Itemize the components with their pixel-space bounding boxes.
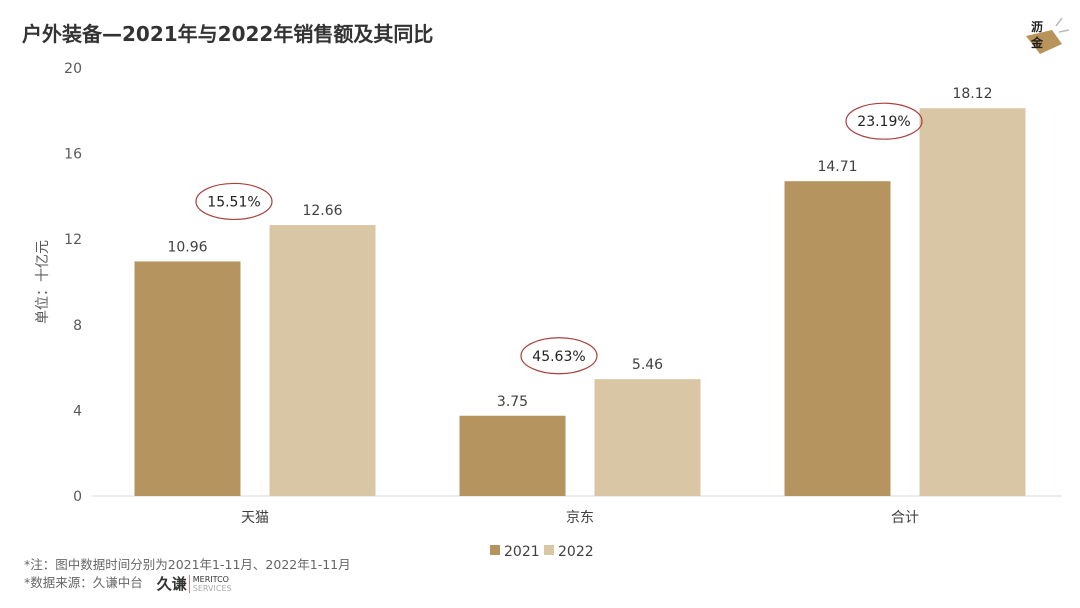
yoy-label: 45.63% — [532, 349, 585, 365]
x-tick-label: 京东 — [566, 510, 594, 526]
bar-2022 — [919, 108, 1026, 497]
data-label: 18.12 — [952, 86, 992, 102]
source-text: *数据来源：久谦中台 久谦 MERITCO SERVICES — [24, 574, 351, 593]
page-title: 户外装备—2021年与2022年销售额及其同比 — [22, 22, 434, 46]
bar-2021 — [459, 415, 566, 496]
brand-logo: 久谦 — [156, 574, 187, 593]
note-text: *注：图中数据时间分别为2021年1-11月、2022年1-11月 — [24, 557, 351, 572]
brand-en: MERITCO — [192, 574, 229, 584]
brand-logo-en: MERITCO SERVICES — [188, 574, 232, 593]
data-label: 5.46 — [632, 357, 663, 373]
legend-label: 2022 — [558, 544, 594, 560]
footnotes: *注：图中数据时间分别为2021年1-11月、2022年1-11月 *数据来源：… — [24, 556, 351, 593]
legend-swatch-2021 — [490, 545, 500, 555]
data-label: 10.96 — [167, 239, 207, 255]
y-axis-label: 单位：十亿元 — [35, 240, 51, 324]
y-tick-label: 0 — [73, 489, 82, 505]
bar-2021 — [784, 181, 891, 496]
x-tick-label: 合计 — [891, 510, 919, 526]
y-tick-label: 20 — [64, 61, 82, 77]
logo: 沥 金 — [1026, 17, 1070, 54]
yoy-label: 15.51% — [207, 194, 260, 210]
bar-2022 — [594, 379, 701, 496]
data-label: 14.71 — [817, 159, 857, 175]
yoy-ellipse — [520, 337, 598, 375]
bar-2022 — [269, 225, 376, 497]
y-tick-label: 12 — [64, 232, 82, 248]
yoy-ellipse — [845, 102, 923, 140]
svg-text:沥: 沥 — [1031, 20, 1043, 34]
svg-text:金: 金 — [1030, 35, 1044, 50]
brand-en-sub: SERVICES — [192, 583, 232, 593]
y-tick-label: 4 — [73, 403, 82, 419]
y-tick-label: 8 — [73, 318, 82, 334]
source-label: *数据来源：久谦中台 — [24, 575, 143, 590]
yoy-label: 23.19% — [857, 114, 910, 130]
legend-swatch-2022 — [544, 545, 554, 555]
data-label: 12.66 — [302, 203, 342, 219]
data-label: 3.75 — [497, 394, 528, 410]
legend-label: 2021 — [504, 544, 540, 560]
bar-2021 — [134, 261, 241, 496]
x-tick-label: 天猫 — [241, 510, 269, 526]
y-tick-label: 16 — [64, 147, 82, 163]
yoy-ellipse — [195, 182, 273, 221]
